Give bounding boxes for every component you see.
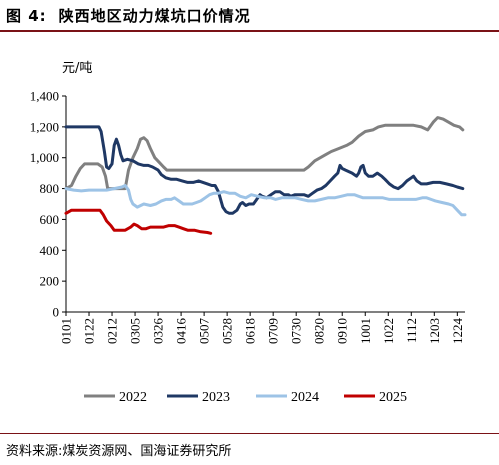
y-tick-label: 1,400 [30,89,59,104]
y-tick-label: 200 [40,274,60,289]
x-tick-label: 0212 [105,318,120,344]
y-tick-label: 800 [40,181,60,196]
x-tick-label: 0101 [59,318,74,344]
x-tick-label: 0730 [289,318,304,344]
x-tick-label: 0528 [220,318,235,344]
x-tick-label: 0618 [243,318,258,344]
x-tick-label: 0507 [197,318,212,345]
series-line-2025 [64,208,213,235]
x-tick-label: 1112 [404,318,419,343]
y-tick-label: 0 [53,305,60,320]
x-tick-label: 0910 [335,318,350,344]
line-chart: 元/吨 0 200 400 600 800 1,000 1,200 1,400 0101 0122 0… [30,61,467,405]
legend-label-2025: 2025 [379,390,407,405]
title-rule [0,30,499,32]
x-tick-label: 1203 [427,318,442,344]
y-tick-label: 1,200 [30,119,59,134]
source-rule [0,433,499,434]
series-line-2022 [64,116,465,191]
x-tick-label: 0709 [266,318,281,344]
legend-label-2022: 2022 [119,390,147,405]
x-tick-label: 0326 [151,318,166,345]
legend-label-2023: 2023 [202,390,230,405]
series-line-2024 [64,184,467,217]
x-tick-label: 0305 [128,318,143,344]
source-note: 资料来源:煤炭资源网、国海证券研究所 [6,444,232,459]
x-tick-label: 0122 [82,318,97,344]
legend-label-2024: 2024 [291,390,319,405]
x-tick-label: 1001 [358,318,373,344]
x-tick-label: 0820 [312,318,327,344]
y-tick-label: 400 [40,243,60,258]
x-tick-label: 1022 [381,318,396,344]
figure-title: 图 4: 陕西地区动力煤坑口价情况 [6,5,251,26]
x-tick-label: 1224 [450,318,465,345]
y-tick-label: 600 [40,212,60,227]
figure-label: 图 4: [6,7,47,25]
y-tick-label: 1,000 [30,150,59,165]
figure-title-text: 陕西地区动力煤坑口价情况 [58,7,251,25]
x-tick-label: 0416 [174,318,189,345]
y-axis-unit: 元/吨 [62,61,92,76]
